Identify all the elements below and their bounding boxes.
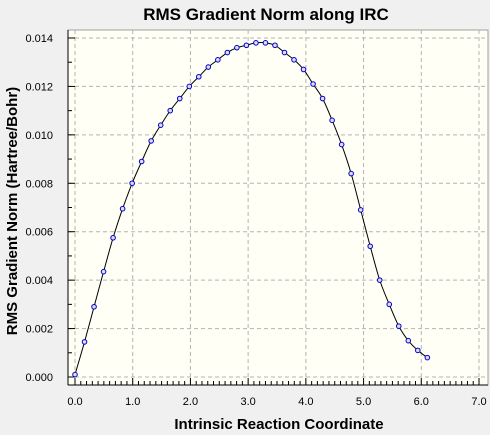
- x-tick-label: 5.0: [356, 396, 371, 408]
- y-tick-label: 0.004: [25, 275, 53, 287]
- data-point: [243, 42, 250, 49]
- y-tick-label: 0.006: [25, 227, 53, 239]
- data-point: [176, 95, 183, 102]
- data-point: [129, 180, 135, 187]
- data-series: [72, 40, 431, 378]
- y-tick-label: 0.008: [25, 178, 53, 190]
- data-point: [357, 207, 364, 213]
- data-point: [138, 158, 145, 165]
- plot-area: [67, 29, 489, 386]
- x-tick-label: 3.0: [240, 396, 255, 408]
- y-tick-label: 0.002: [25, 324, 53, 336]
- y-tick-label: 0.012: [25, 81, 53, 93]
- data-point: [367, 243, 374, 250]
- data-point: [119, 205, 126, 212]
- data-point: [186, 83, 193, 90]
- grid: [68, 30, 488, 385]
- data-point: [72, 371, 78, 378]
- data-point: [329, 117, 335, 124]
- data-point: [215, 56, 221, 63]
- data-point: [405, 337, 412, 344]
- data-point: [281, 49, 288, 56]
- data-point: [310, 81, 316, 87]
- y-tick-label: 0.000: [25, 372, 53, 384]
- y-axis-label: RMS Gradient Norm (Hartree/Bohr): [4, 87, 21, 335]
- data-point: [81, 339, 88, 345]
- x-tick-label: 1.0: [125, 396, 140, 408]
- data-point: [167, 107, 174, 114]
- data-point: [100, 268, 107, 275]
- data-point: [262, 40, 269, 46]
- x-tick-label: 7.0: [471, 396, 486, 408]
- data-point: [424, 354, 431, 361]
- x-tick-label: 0.0: [67, 396, 82, 408]
- data-point: [348, 170, 354, 177]
- data-point: [157, 122, 164, 128]
- data-point: [234, 44, 240, 51]
- data-point: [376, 277, 383, 283]
- y-tick-label: 0.010: [25, 130, 53, 142]
- tick-labels: 0.0 1.0 2.0 3.0 4.0 5.0 6.0 7.0 0.000 0.002 0.004 0…: [25, 33, 486, 408]
- data-point: [253, 40, 259, 46]
- y-tick-label: 0.014: [25, 33, 53, 45]
- data-point: [319, 95, 326, 102]
- x-tick-label: 2.0: [183, 396, 198, 408]
- data-point: [195, 73, 202, 80]
- data-point: [110, 234, 116, 241]
- data-point: [91, 303, 97, 310]
- data-point: [148, 138, 154, 144]
- data-point: [386, 301, 393, 308]
- data-point: [415, 347, 421, 354]
- data-point: [338, 141, 345, 148]
- data-point: [272, 42, 278, 49]
- data-point: [395, 323, 402, 329]
- chart-title: RMS Gradient Norm along IRC: [143, 5, 389, 24]
- x-tick-label: 6.0: [414, 396, 429, 408]
- data-point: [205, 64, 212, 70]
- axes: [67, 30, 488, 386]
- data-point: [224, 49, 231, 56]
- data-point: [300, 66, 307, 73]
- x-tick-label: 4.0: [298, 396, 313, 408]
- data-point: [291, 56, 297, 63]
- x-axis-label: Intrinsic Reaction Coordinate: [174, 416, 383, 433]
